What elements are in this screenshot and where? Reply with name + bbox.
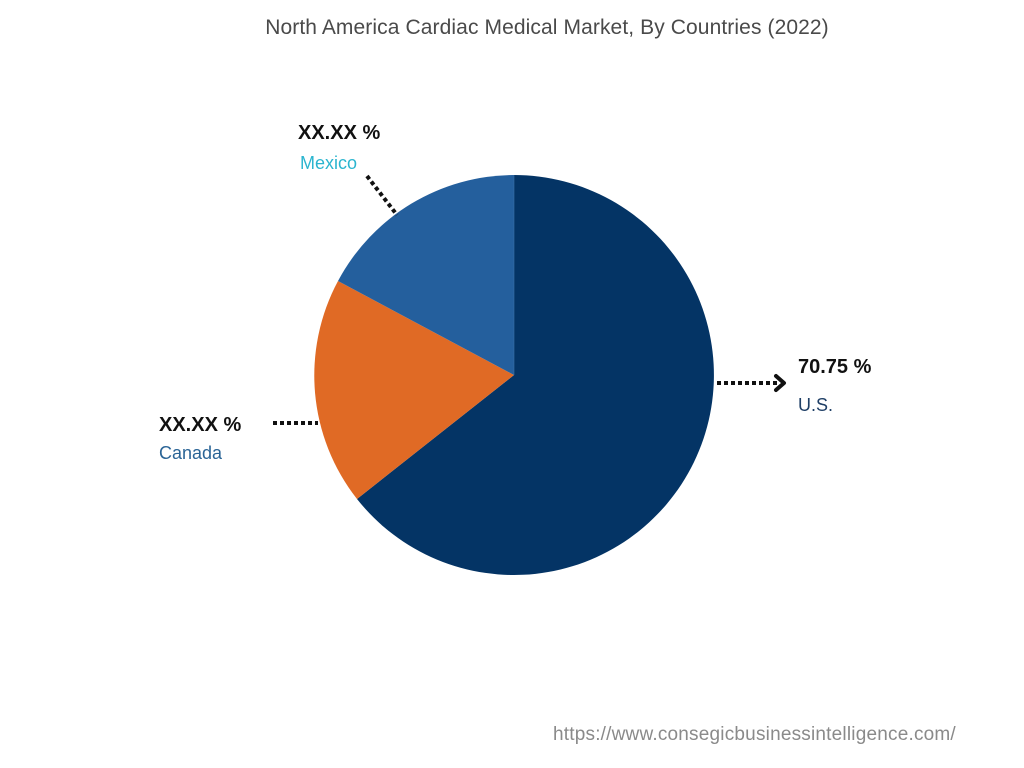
mexico-leader-line bbox=[365, 174, 399, 217]
source-url: https://www.consegicbusinessintelligence… bbox=[553, 724, 956, 745]
us-name-label: U.S. bbox=[798, 395, 834, 415]
canada-name-label: Canada bbox=[159, 443, 223, 463]
pie-slice-us bbox=[357, 175, 714, 575]
pie-slice-canada bbox=[314, 281, 514, 499]
canada-value-label: XX.XX % bbox=[159, 414, 242, 436]
us-arrow-head-icon bbox=[774, 374, 786, 392]
chart-title: North America Cardiac Medical Market, By… bbox=[265, 16, 829, 39]
mexico-value-label: XX.XX % bbox=[298, 122, 381, 144]
us-value-label: 70.75 % bbox=[798, 356, 872, 378]
pie-slice-mexico bbox=[338, 175, 514, 375]
mexico-name-label: Mexico bbox=[300, 153, 358, 173]
